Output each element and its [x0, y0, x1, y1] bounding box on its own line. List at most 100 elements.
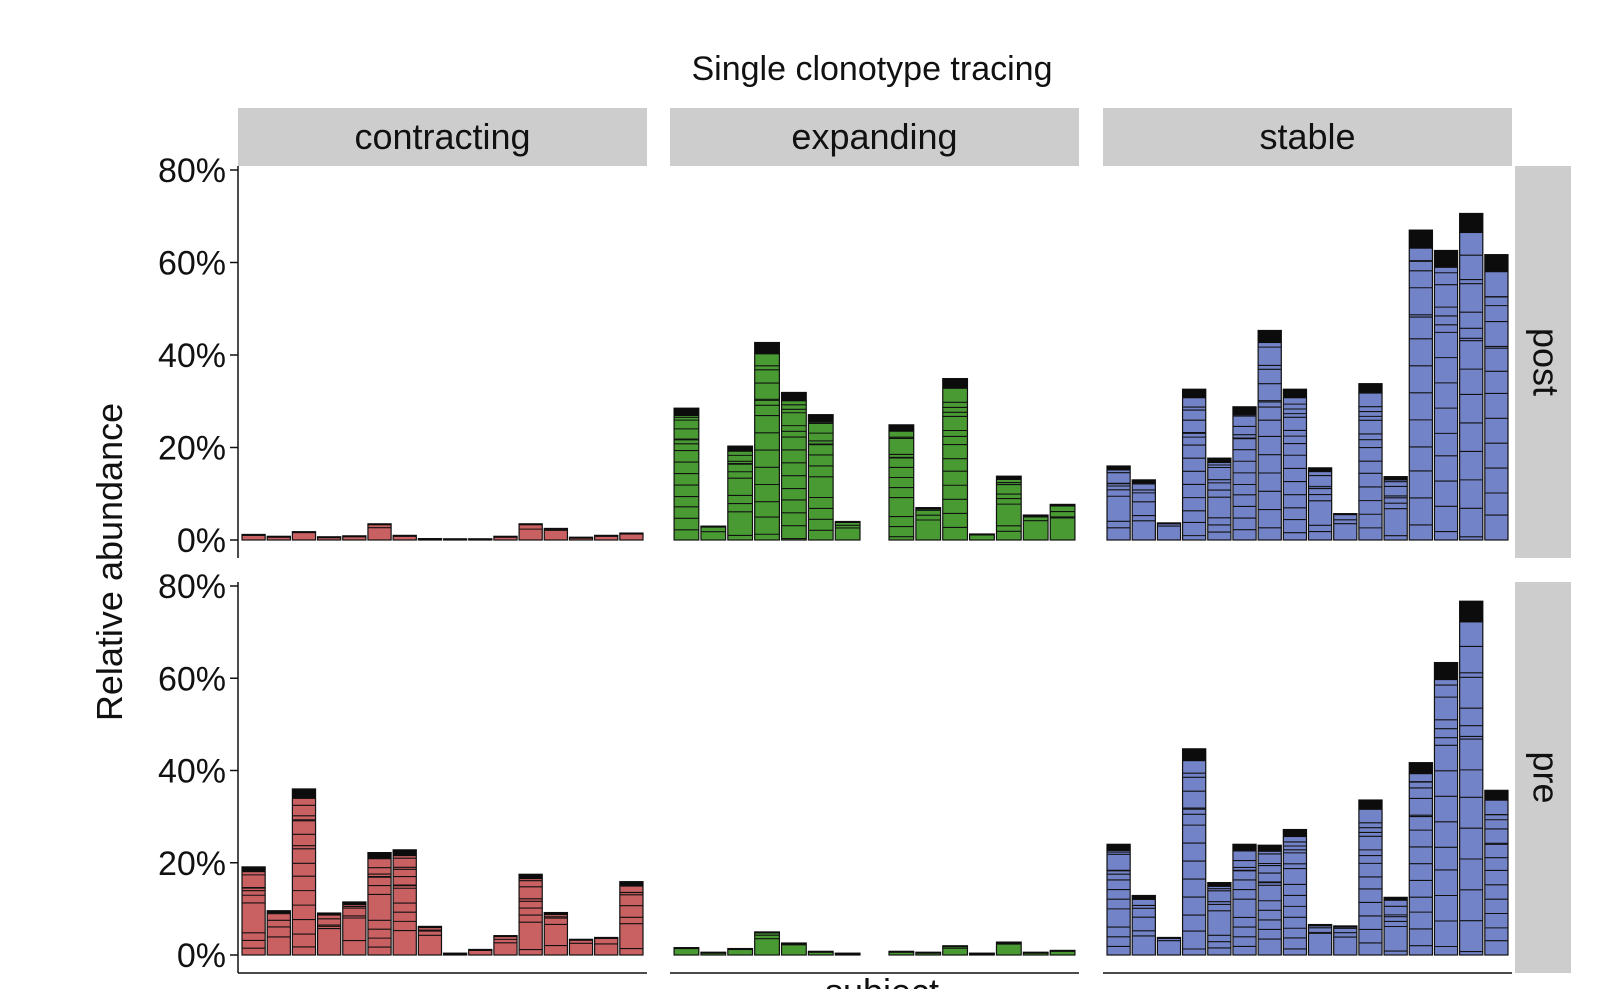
bar-stable-pre-15: [1459, 600, 1484, 956]
bar-cap-stable-post-7: [1258, 330, 1282, 344]
bar-expanding-post-10: [915, 507, 942, 541]
bar-cap-stable-post-5: [1207, 458, 1231, 464]
bar-contracting-pre-15: [594, 936, 619, 956]
bar-cap-expanding-pre-10: [915, 952, 941, 954]
facet-strip-contracting: [238, 108, 647, 166]
bar-cap-expanding-pre-12: [969, 953, 995, 955]
bar-cap-expanding-post-15: [1050, 504, 1075, 507]
bar-stable-post-2: [1131, 479, 1156, 541]
bar-cap-stable-post-13: [1409, 230, 1433, 249]
bar-cap-contracting-pre-4: [317, 913, 341, 916]
bar-contracting-pre-2: [266, 910, 291, 956]
bar-expanding-post-13: [995, 475, 1022, 541]
bar-cap-contracting-post-8: [418, 538, 442, 540]
bar-stable-pre-10: [1333, 925, 1358, 956]
bar-cap-expanding-pre-3: [727, 948, 753, 951]
bar-cap-stable-post-9: [1308, 467, 1332, 473]
bar-cap-expanding-post-1: [674, 408, 699, 417]
bar-cap-contracting-pre-1: [242, 866, 266, 873]
bar-expanding-post-2: [700, 525, 727, 541]
bar-cap-expanding-pre-6: [808, 951, 834, 953]
bar-stable-pre-3: [1156, 936, 1182, 956]
bar-cap-contracting-post-5: [342, 535, 366, 538]
bar-cap-expanding-pre-1: [674, 947, 699, 950]
bar-stable-pre-8: [1282, 828, 1308, 956]
bar-expanding-post-3: [727, 445, 754, 541]
bar-cap-contracting-post-10: [468, 538, 492, 540]
bar-cap-stable-pre-7: [1258, 845, 1282, 852]
bar-cap-contracting-pre-15: [594, 937, 618, 939]
bar-stable-pre-14: [1433, 661, 1459, 956]
bar-cap-stable-post-1: [1107, 466, 1131, 471]
bar-cap-expanding-post-3: [727, 446, 753, 452]
bar-contracting-pre-11: [493, 935, 518, 956]
bar-cap-contracting-pre-2: [267, 910, 291, 914]
bar-cap-expanding-pre-15: [1050, 950, 1075, 952]
bar-cap-stable-post-16: [1484, 254, 1508, 272]
panel-contracting-pre: [241, 788, 644, 956]
panel-contracting-post: [241, 523, 644, 541]
bar-cap-expanding-pre-4: [754, 931, 780, 934]
y-tick-label-post-0: 0%: [177, 522, 226, 560]
bar-cap-expanding-pre-5: [781, 943, 807, 945]
bar-cap-contracting-pre-9: [443, 953, 467, 955]
bar-cap-contracting-post-11: [493, 536, 518, 538]
panel-stable-post: [1106, 212, 1509, 541]
bar-stable-pre-4: [1181, 748, 1207, 956]
bar-cap-expanding-post-11: [942, 378, 968, 389]
bar-cap-stable-pre-13: [1409, 762, 1433, 775]
bar-cap-contracting-pre-12: [519, 874, 543, 880]
y-tick-label-pre-4: 80%: [158, 568, 226, 606]
bar-cap-stable-pre-8: [1283, 829, 1307, 838]
bar-cap-expanding-post-12: [969, 533, 995, 536]
bar-stable-post-8: [1282, 388, 1308, 541]
bar-contracting-pre-13: [543, 911, 569, 956]
bar-stable-post-1: [1106, 465, 1131, 541]
bar-cap-contracting-pre-11: [493, 935, 518, 938]
bar-cap-expanding-post-7: [835, 521, 860, 523]
bar-contracting-pre-14: [568, 938, 594, 956]
bar-cap-contracting-post-14: [569, 537, 593, 539]
bar-stable-pre-9: [1307, 923, 1333, 956]
bar-contracting-post-6: [367, 523, 392, 541]
bar-cap-contracting-pre-7: [393, 849, 417, 857]
bar-cap-stable-pre-16: [1484, 790, 1508, 801]
facet-strip-label-stable: stable: [1259, 116, 1355, 157]
bar-cap-contracting-post-12: [519, 523, 543, 526]
bar-cap-stable-post-12: [1384, 476, 1408, 481]
bar-cap-contracting-post-1: [242, 534, 266, 536]
bar-stable-post-10: [1333, 513, 1358, 541]
facet-strip-pre: [1515, 582, 1571, 973]
bar-cap-stable-pre-5: [1207, 882, 1231, 887]
y-tick-label-pre-2: 40%: [158, 753, 226, 791]
bar-cap-contracting-post-3: [292, 531, 316, 534]
bar-cap-stable-pre-3: [1157, 937, 1181, 939]
bar-cap-stable-post-8: [1283, 389, 1307, 399]
facet-strip-label-pre: pre: [1525, 751, 1566, 803]
bar-contracting-post-12: [518, 523, 543, 541]
bar-cap-stable-pre-15: [1459, 601, 1483, 623]
y-tick-label-post-4: 80%: [158, 152, 226, 190]
bar-cap-stable-post-10: [1333, 513, 1357, 516]
x-axis-label: subject: [825, 971, 939, 989]
bar-cap-contracting-pre-6: [367, 852, 392, 859]
bar-cap-expanding-post-6: [808, 414, 834, 423]
bar-cap-contracting-pre-5: [342, 901, 366, 906]
y-tick-label-post-3: 60%: [158, 245, 226, 283]
bar-cap-stable-post-4: [1182, 389, 1206, 399]
bar-contracting-pre-1: [241, 866, 266, 956]
bar-cap-expanding-post-2: [700, 526, 726, 528]
bar-expanding-post-5: [780, 391, 807, 541]
bar-cap-stable-post-14: [1434, 250, 1458, 268]
bar-expanding-post-7: [834, 520, 861, 541]
y-tick-label-pre-3: 60%: [158, 660, 226, 698]
bar-cap-contracting-post-16: [619, 533, 643, 535]
bar-stable-post-3: [1156, 522, 1182, 541]
bar-cap-expanding-post-9: [889, 424, 914, 432]
bar-contracting-pre-5: [342, 901, 367, 956]
bar-cap-contracting-pre-13: [544, 912, 568, 916]
y-axis-label: Relative abundance: [89, 403, 130, 721]
bar-cap-contracting-pre-10: [468, 949, 492, 951]
bar-cap-stable-pre-12: [1384, 897, 1408, 901]
